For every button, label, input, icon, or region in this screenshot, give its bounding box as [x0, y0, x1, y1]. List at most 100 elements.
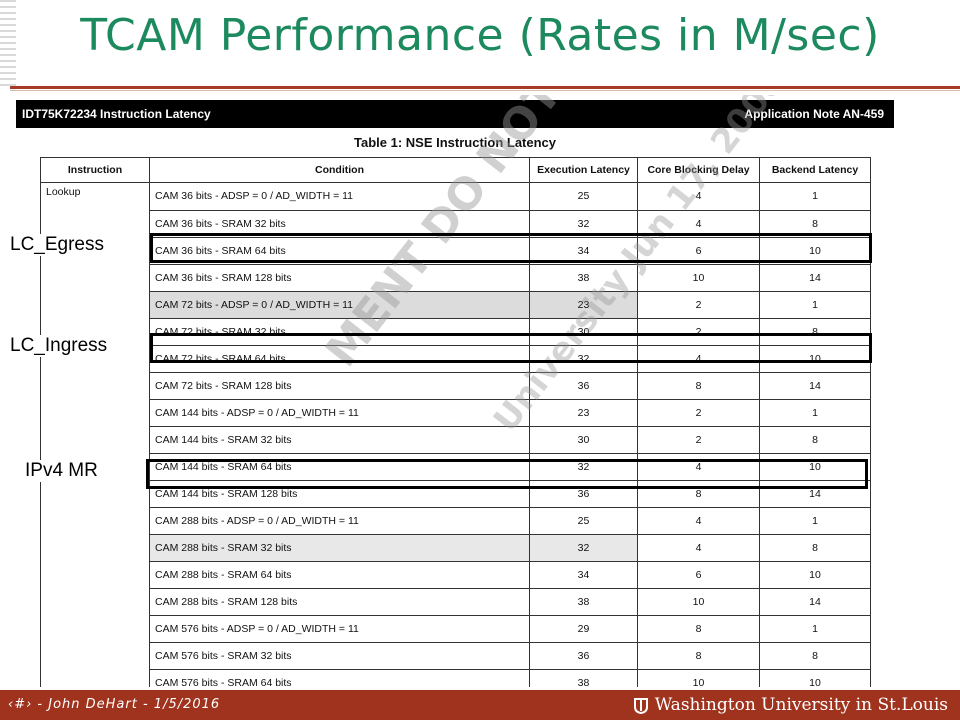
execution-latency-cell: 38 [529, 587, 638, 616]
condition-cell: CAM 72 bits - ADSP = 0 / AD_WIDTH = 11 [149, 290, 530, 319]
backend-latency-cell: 10 [759, 344, 871, 373]
condition-cell: CAM 288 bits - ADSP = 0 / AD_WIDTH = 11 [149, 506, 530, 535]
execution-latency-cell: 25 [529, 506, 638, 535]
instruction-cell [40, 399, 150, 426]
backend-latency-cell: 10 [759, 560, 871, 589]
backend-latency-cell: 10 [759, 668, 871, 687]
instruction-cell [40, 210, 150, 237]
core-blocking-delay-cell: 8 [637, 371, 760, 400]
condition-cell: CAM 72 bits - SRAM 128 bits [149, 371, 530, 400]
core-blocking-delay-cell: 4 [637, 452, 760, 481]
latency-table: Instruction Condition Execution Latency … [40, 157, 871, 687]
execution-latency-cell: 29 [529, 614, 638, 643]
core-blocking-delay-cell: 10 [637, 263, 760, 292]
table-row: CAM 576 bits - SRAM 64 bits 38 10 10 [40, 668, 871, 687]
backend-latency-cell: 1 [759, 182, 871, 211]
table-row: CAM 36 bits - SRAM 64 bits 34 6 10 [40, 236, 871, 265]
core-blocking-delay-cell: 2 [637, 398, 760, 427]
core-blocking-delay-cell: 2 [637, 425, 760, 454]
backend-latency-cell: 8 [759, 533, 871, 562]
highlight-box-lc-egress [150, 233, 872, 263]
execution-latency-cell: 34 [529, 560, 638, 589]
execution-latency-cell: 38 [529, 263, 638, 292]
instruction-cell [40, 642, 150, 669]
instruction-cell [40, 561, 150, 588]
execution-latency-cell: 34 [529, 236, 638, 265]
document-header-note: Application Note AN-459 [744, 107, 884, 121]
execution-latency-cell: 32 [529, 209, 638, 238]
instruction-cell [40, 669, 150, 687]
label-lc-ingress: LC_Ingress [10, 335, 108, 357]
table-row: CAM 72 bits - SRAM 128 bits 36 8 14 [40, 371, 871, 400]
table-row: Lookup CAM 36 bits - ADSP = 0 / AD_WIDTH … [40, 182, 871, 211]
column-header: Backend Latency [759, 157, 871, 183]
slide-title: TCAM Performance (Rates in M/sec) [80, 10, 880, 61]
core-blocking-delay-cell: 2 [637, 290, 760, 319]
backend-latency-cell: 14 [759, 263, 871, 292]
core-blocking-delay-cell: 4 [637, 533, 760, 562]
execution-latency-cell: 32 [529, 452, 638, 481]
highlight-box-ipv4-mr [146, 459, 868, 489]
column-header: Instruction [40, 157, 150, 183]
core-blocking-delay-cell: 8 [637, 479, 760, 508]
execution-latency-cell: 23 [529, 398, 638, 427]
highlight-box-lc-ingress [150, 333, 872, 363]
instruction-cell: Lookup [40, 182, 150, 210]
instruction-cell [40, 507, 150, 534]
instruction-cell [40, 588, 150, 615]
execution-latency-cell: 36 [529, 641, 638, 670]
decorative-stripes [0, 0, 16, 90]
instruction-cell [40, 426, 150, 453]
condition-cell: CAM 288 bits - SRAM 64 bits [149, 560, 530, 589]
title-divider-thin [10, 90, 960, 91]
document-header: IDT75K72234 Instruction Latency Applicat… [16, 100, 894, 128]
title-divider [10, 86, 960, 89]
backend-latency-cell: 8 [759, 641, 871, 670]
column-header: Core Blocking Delay [637, 157, 760, 183]
table-row: CAM 36 bits - SRAM 32 bits 32 4 8 [40, 209, 871, 238]
core-blocking-delay-cell: 8 [637, 641, 760, 670]
backend-latency-cell: 1 [759, 398, 871, 427]
footer-author: ‹#› - John DeHart - 1/5/2016 [8, 697, 221, 712]
condition-cell: CAM 576 bits - SRAM 64 bits [149, 668, 530, 687]
label-ipv4-mr: IPv4 MR [25, 460, 98, 482]
execution-latency-cell: 38 [529, 668, 638, 687]
table-row: CAM 576 bits - SRAM 32 bits 36 8 8 [40, 641, 871, 670]
core-blocking-delay-cell: 8 [637, 614, 760, 643]
instruction-cell [40, 615, 150, 642]
backend-latency-cell: 1 [759, 290, 871, 319]
table-row: CAM 288 bits - SRAM 32 bits 32 4 8 [40, 533, 871, 562]
execution-latency-cell: 30 [529, 425, 638, 454]
document-image: IDT75K72234 Instruction Latency Applicat… [16, 95, 894, 687]
backend-latency-cell: 1 [759, 614, 871, 643]
condition-cell: CAM 288 bits - SRAM 128 bits [149, 587, 530, 616]
core-blocking-delay-cell: 4 [637, 182, 760, 211]
document-header-title: IDT75K72234 Instruction Latency [22, 107, 211, 121]
instruction-cell [40, 372, 150, 399]
table-row: CAM 288 bits - SRAM 64 bits 34 6 10 [40, 560, 871, 589]
core-blocking-delay-cell: 4 [637, 506, 760, 535]
backend-latency-cell: 14 [759, 587, 871, 616]
footer-university-name: Washington University in St.Louis [654, 695, 948, 715]
table-row: CAM 288 bits - SRAM 128 bits 38 10 14 [40, 587, 871, 616]
backend-latency-cell: 14 [759, 371, 871, 400]
table-row: CAM 72 bits - ADSP = 0 / AD_WIDTH = 11 23… [40, 290, 871, 319]
table-row: CAM 144 bits - SRAM 32 bits 30 2 8 [40, 425, 871, 454]
condition-cell: CAM 144 bits - ADSP = 0 / AD_WIDTH = 11 [149, 398, 530, 427]
condition-cell: CAM 36 bits - SRAM 64 bits [149, 236, 530, 265]
condition-cell: CAM 576 bits - ADSP = 0 / AD_WIDTH = 11 [149, 614, 530, 643]
execution-latency-cell: 25 [529, 182, 638, 211]
core-blocking-delay-cell: 10 [637, 668, 760, 687]
slide-footer: ‹#› - John DeHart - 1/5/2016 Washington … [0, 690, 960, 720]
column-header: Condition [149, 157, 530, 183]
condition-cell: CAM 144 bits - SRAM 32 bits [149, 425, 530, 454]
table-row: CAM 36 bits - SRAM 128 bits 38 10 14 [40, 263, 871, 292]
label-lc-egress: LC_Egress [10, 234, 104, 256]
instruction-cell [40, 480, 150, 507]
backend-latency-cell: 8 [759, 425, 871, 454]
condition-cell: CAM 288 bits - SRAM 32 bits [149, 533, 530, 562]
backend-latency-cell: 1 [759, 506, 871, 535]
table-row: CAM 576 bits - ADSP = 0 / AD_WIDTH = 11 2… [40, 614, 871, 643]
instruction-cell [40, 534, 150, 561]
condition-cell: CAM 36 bits - ADSP = 0 / AD_WIDTH = 11 [149, 182, 530, 211]
